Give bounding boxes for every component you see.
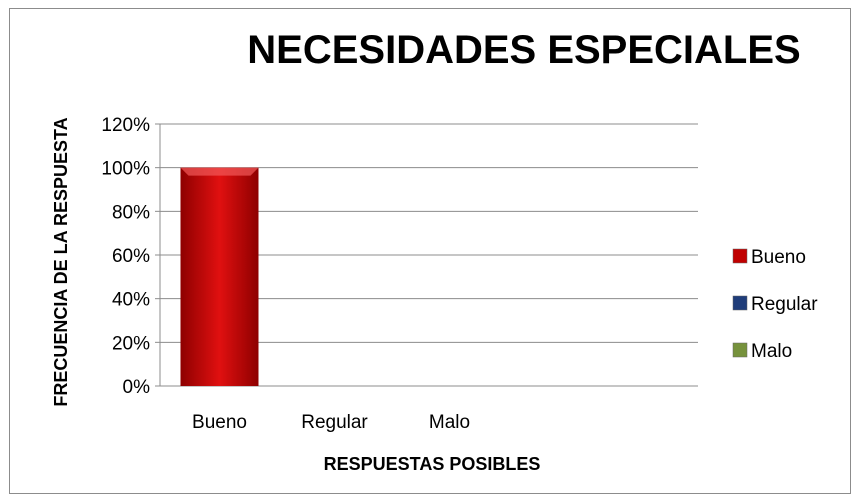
y-tick-label: 120% bbox=[101, 115, 150, 136]
legend-label: Regular bbox=[751, 294, 818, 315]
x-tick-label: Regular bbox=[301, 412, 368, 433]
legend-swatch-regular bbox=[732, 295, 748, 311]
x-axis-ticks: Bueno Regular Malo bbox=[192, 412, 470, 433]
y-axis-ticks: 0% 20% 40% 60% 80% 100% 120% bbox=[101, 115, 150, 398]
y-tick-label: 0% bbox=[123, 377, 151, 398]
legend-label: Bueno bbox=[751, 247, 806, 268]
x-axis-title: RESPUESTAS POSIBLES bbox=[324, 454, 541, 474]
chart-title: NECESIDADES ESPECIALES bbox=[247, 28, 800, 72]
bar-bueno bbox=[180, 167, 259, 386]
x-tick-label: Bueno bbox=[192, 412, 247, 433]
y-tick-label: 20% bbox=[112, 333, 150, 354]
y-axis-title: FRECUENCIA DE LA RESPUESTA bbox=[51, 117, 71, 406]
legend-swatch-bueno bbox=[732, 248, 748, 264]
chart-frame bbox=[9, 8, 851, 494]
bars bbox=[180, 167, 259, 386]
bar-bevel bbox=[180, 167, 259, 176]
y-tick-label: 60% bbox=[112, 246, 150, 267]
y-tick-label: 80% bbox=[112, 202, 150, 223]
legend-swatch-malo bbox=[732, 342, 748, 358]
legend: Bueno Regular Malo bbox=[732, 247, 818, 362]
legend-label: Malo bbox=[751, 341, 792, 362]
y-tick-label: 100% bbox=[101, 159, 150, 180]
y-tick-label: 40% bbox=[112, 290, 150, 311]
x-tick-label: Malo bbox=[429, 412, 470, 433]
